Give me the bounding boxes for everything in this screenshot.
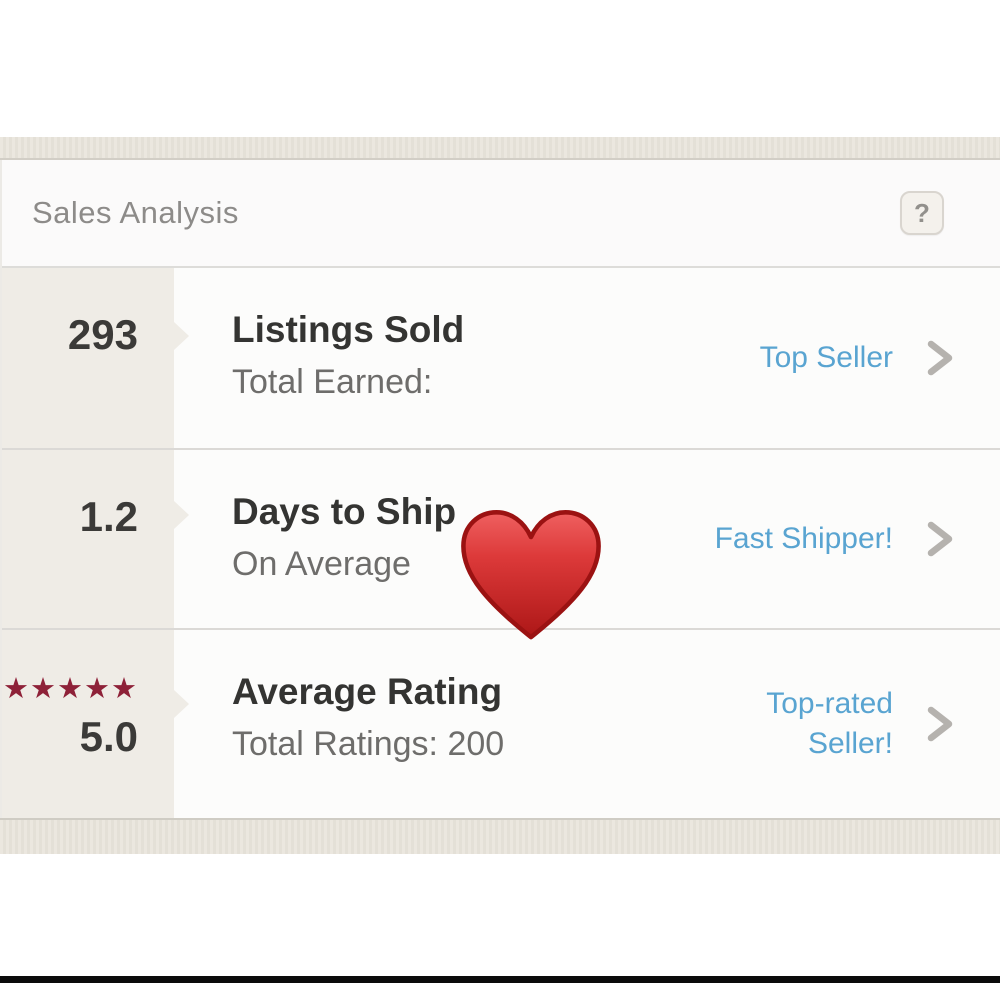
stat-notch [174, 322, 189, 350]
panel-header: Sales Analysis ? [2, 160, 1000, 268]
top-margin [0, 0, 1000, 137]
stat-column: ★★★★★ 5.0 [2, 630, 174, 818]
row-listings-sold[interactable]: 293 Listings Sold Total Earned: Top Sell… [2, 268, 1000, 448]
bottom-margin [0, 854, 1000, 976]
help-button[interactable]: ? [900, 191, 944, 235]
bottom-texture-band [0, 818, 1000, 854]
row-subtitle: Total Ratings: 200 [232, 725, 505, 764]
badge-label: Top-rated Seller! [766, 687, 893, 760]
stat-column: 1.2 [2, 450, 174, 628]
row-title: Listings Sold [232, 309, 465, 350]
row-subtitle: Total Earned: [232, 363, 433, 402]
bottom-black-bar [0, 976, 1000, 983]
stat-value: 1.2 [79, 493, 138, 540]
chevron-right-icon[interactable] [925, 704, 955, 744]
stat-notch [174, 501, 189, 529]
stat-column: 293 [2, 268, 174, 448]
stat-value: 5.0 [79, 712, 138, 760]
chevron-right-icon[interactable] [925, 519, 955, 559]
row-title: Days to Ship [232, 491, 457, 532]
row-subtitle: On Average [232, 545, 411, 584]
row-title: Average Rating [232, 671, 503, 712]
stat-notch [174, 690, 189, 718]
red-heart-emoji-icon [461, 510, 601, 640]
top-texture-band [0, 137, 1000, 160]
page-title: Sales Analysis [32, 195, 239, 230]
question-mark-icon: ? [914, 197, 930, 228]
badge-label: Fast Shipper! [714, 522, 893, 556]
five-stars-icon: ★★★★★ [3, 673, 138, 705]
sales-analysis-panel: Sales Analysis ? 293 Listings Sold Total… [0, 160, 1000, 818]
chevron-right-icon[interactable] [925, 338, 955, 378]
stat-value: 293 [67, 311, 138, 358]
row-days-to-ship[interactable]: 1.2 Days to Ship On Average Fast Shipper… [2, 448, 1000, 628]
badge-label: Top Seller [759, 341, 893, 375]
row-average-rating[interactable]: ★★★★★ 5.0 Average Rating Total Ratings: … [2, 628, 1000, 818]
